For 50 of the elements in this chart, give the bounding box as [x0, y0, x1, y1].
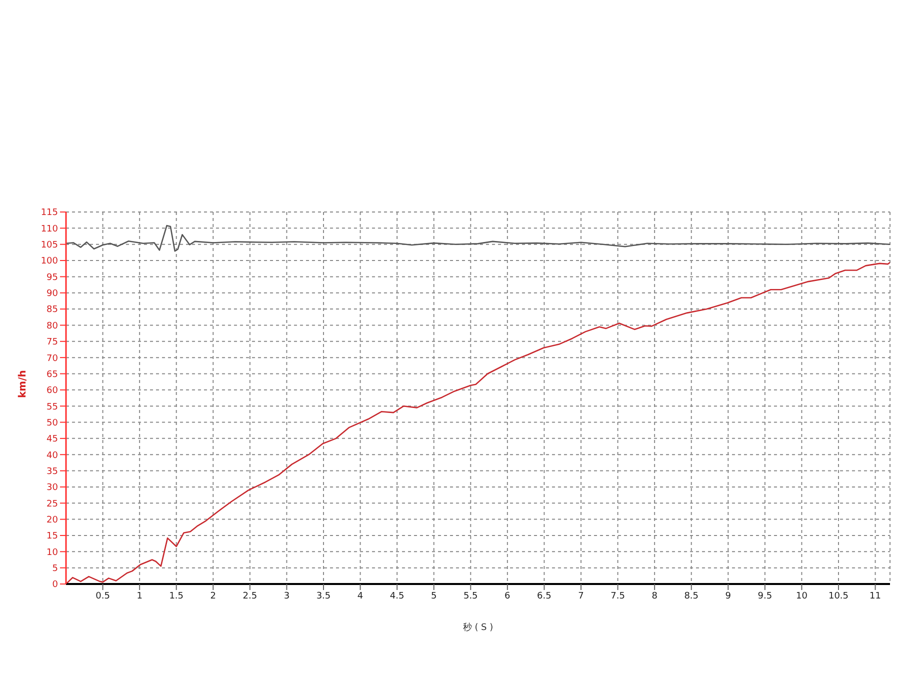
x-tick-label: 9 — [725, 591, 732, 602]
x-tick-label: 2 — [210, 591, 216, 602]
y-tick-label: 0 — [52, 580, 58, 590]
y-axis-title: km/h — [18, 370, 29, 398]
line-series — [66, 262, 890, 584]
x-tick-label: 1.5 — [169, 591, 184, 602]
y-tick-label: 70 — [46, 354, 58, 364]
y-tick-label: 30 — [46, 483, 58, 494]
x-tick-label: 11 — [870, 591, 882, 602]
y-tick-label: 25 — [46, 499, 58, 510]
x-tick-label: 0.5 — [96, 591, 110, 602]
y-tick-label: 50 — [46, 418, 58, 428]
y-tick-label: 90 — [46, 289, 58, 300]
x-tick-label: 2.5 — [242, 591, 258, 602]
x-tick-label: 9.5 — [758, 591, 772, 602]
y-tick-label: 60 — [46, 386, 58, 396]
line-series — [66, 224, 890, 252]
x-tick-label: 7.5 — [610, 591, 625, 602]
y-tick-label: 100 — [40, 256, 58, 267]
x-tick-label: 5.5 — [463, 591, 478, 602]
y-tick-label: 115 — [40, 208, 58, 218]
x-tick-label: 10 — [796, 591, 808, 602]
y-tick-label: 45 — [46, 434, 58, 445]
x-tick-label: 4 — [357, 591, 364, 602]
y-tick-label: 75 — [46, 338, 58, 348]
y-tick-label: 10 — [46, 548, 58, 558]
x-tick-label: 8.5 — [684, 591, 699, 602]
x-tick-label: 7 — [578, 591, 584, 602]
y-tick-label: 40 — [46, 450, 58, 461]
x-tick-label: 6 — [504, 591, 511, 602]
x-tick-label: 1 — [136, 591, 142, 602]
y-tick-label: 55 — [46, 402, 58, 412]
x-tick-label: 10.5 — [828, 591, 849, 602]
y-tick-label: 65 — [46, 370, 58, 380]
x-tick-label: 3.5 — [316, 591, 331, 602]
x-tick-label: 4.5 — [390, 591, 404, 602]
y-tick-label: 80 — [46, 321, 58, 332]
y-tick-label: 5 — [52, 564, 58, 574]
y-tick-label: 95 — [46, 272, 58, 283]
x-tick-label: 8 — [652, 591, 658, 602]
x-axis-title: 秒 ( S ) — [462, 622, 494, 633]
x-tick-label: 6.5 — [537, 591, 552, 602]
x-tick-label: 5 — [430, 591, 437, 602]
y-tick-label: 35 — [46, 466, 58, 477]
y-tick-label: 105 — [40, 240, 58, 251]
y-tick-label: 85 — [46, 305, 58, 316]
x-tick-label: 3 — [284, 591, 290, 602]
y-tick-label: 15 — [46, 532, 58, 542]
y-tick-label: 110 — [40, 224, 58, 234]
y-tick-label: 20 — [46, 516, 58, 526]
